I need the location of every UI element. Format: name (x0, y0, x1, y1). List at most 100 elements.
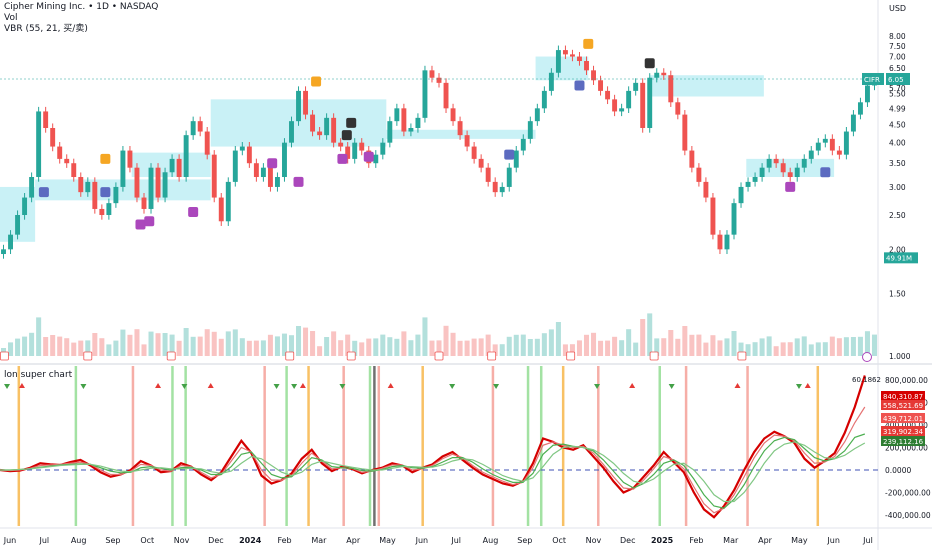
buy-signal-icon (100, 187, 111, 198)
volume-bar (857, 336, 863, 356)
earnings-icon (566, 351, 576, 361)
sub-axis-tick: 0.0000 (885, 466, 911, 475)
candle-body (134, 167, 140, 198)
volume-bar (534, 338, 540, 356)
volume-bar (246, 340, 252, 356)
volume-bar (162, 333, 168, 356)
signal-band (597, 366, 600, 526)
last-price-symbol: CIFR (864, 76, 880, 84)
signal-band (17, 366, 21, 526)
volume-bar (204, 329, 210, 356)
sub-value-label: 840,310.87 (883, 393, 923, 401)
sell-signal-icon (337, 153, 348, 164)
volume-bar (267, 334, 273, 356)
candle-body (71, 163, 77, 178)
time-axis-tick: Jun (415, 536, 429, 545)
candle-body (225, 181, 231, 222)
volume-bar (569, 344, 575, 356)
symbol-title[interactable]: Cipher Mining Inc. • 1D • NASDAQ (4, 2, 159, 12)
triangle-down-icon (594, 384, 601, 389)
candle-body (204, 131, 210, 155)
candle-body (619, 108, 625, 112)
earnings-icon (649, 351, 659, 361)
triangle-up-icon (299, 383, 306, 388)
candle-body (310, 114, 316, 132)
volume-bar (211, 331, 217, 356)
lon-series-line (0, 441, 866, 503)
volume-bar (338, 340, 344, 356)
candle-body (120, 150, 126, 187)
volume-bar (710, 335, 716, 356)
volume-bar (794, 338, 800, 356)
candle-body (422, 70, 428, 118)
volume-bar (29, 332, 35, 356)
candle-body (162, 172, 168, 198)
signal-band (421, 366, 424, 526)
volume-bar (429, 340, 435, 356)
triangle-up-icon (207, 383, 214, 388)
volume-bar (324, 337, 330, 356)
candle-body (43, 111, 49, 128)
volume-bar (499, 344, 505, 356)
volume-bar (492, 344, 498, 356)
candle-body (169, 158, 175, 173)
candle-body (471, 146, 477, 159)
signal-band (285, 366, 288, 526)
candle-body (239, 146, 245, 151)
volume-bar (64, 338, 70, 356)
sell-signal-icon (363, 151, 374, 162)
signal-band (342, 366, 345, 526)
sell-signal-icon (293, 176, 304, 187)
volume-bar (752, 342, 758, 356)
volume-legend-label[interactable]: Vol (4, 13, 18, 23)
candle-body (633, 82, 639, 91)
sub-value-label: 239,112.16 (883, 438, 924, 446)
candle-body (668, 75, 674, 103)
volume-bar (106, 344, 112, 356)
sub-value-label-bg (881, 436, 925, 446)
signal-band (368, 366, 372, 526)
lon-series-line (0, 375, 866, 519)
candle-body (85, 181, 91, 193)
volume-bar (85, 340, 91, 356)
volume-bar (218, 338, 224, 356)
time-axis-tick: Aug (71, 536, 87, 545)
volume-bar (640, 319, 646, 356)
indicator-legend-label[interactable]: VBR (55, 21, 买/卖) (4, 24, 88, 34)
earnings-icon (0, 351, 9, 361)
volume-bar (352, 340, 358, 356)
volume-bar (759, 338, 765, 356)
pattern-signal-icon (311, 76, 322, 87)
candle-body (50, 127, 56, 147)
volume-bar (724, 338, 730, 356)
candle-body (850, 114, 856, 132)
candle-body (260, 167, 266, 178)
triangle-down-icon (273, 384, 280, 389)
triangle-down-icon (291, 384, 298, 389)
candle-body (176, 158, 182, 178)
volume-bar (450, 332, 456, 356)
time-axis-tick: Jul (38, 536, 49, 545)
volume-bar (239, 338, 245, 356)
volume-bar (745, 344, 751, 356)
time-axis-tick: Oct (140, 536, 154, 545)
time-axis-tick: Feb (689, 536, 703, 545)
subpane-title[interactable]: lon super chart (4, 370, 73, 380)
volume-bar (387, 337, 393, 356)
volume-bar (113, 340, 119, 356)
buy-signal-icon (38, 187, 49, 198)
signal-band (373, 366, 376, 526)
price-axis-tick: 3.50 (889, 159, 906, 168)
volume-bar (288, 335, 295, 356)
volume-bar (281, 333, 287, 356)
time-axis-tick: 2025 (651, 536, 674, 545)
candle-body (401, 108, 407, 132)
volume-bar (274, 336, 280, 356)
volume-bar (780, 342, 786, 356)
candle-body (577, 56, 582, 62)
sub-value-label: 439,712.01 (883, 415, 923, 423)
sub-value-label: 558,521.69 (883, 402, 923, 410)
volume-bar (310, 331, 316, 356)
volume-bar (661, 338, 667, 356)
candle-body (331, 117, 337, 143)
